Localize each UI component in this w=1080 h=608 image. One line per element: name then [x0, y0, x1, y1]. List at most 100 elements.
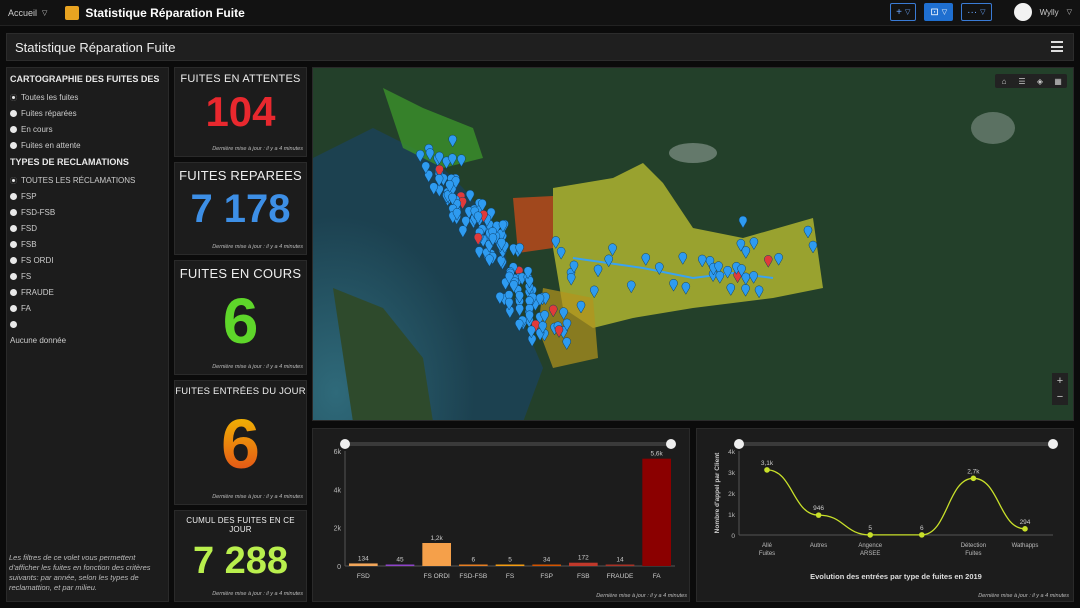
radio-icon[interactable]	[10, 304, 17, 312]
leak-marker[interactable]	[496, 255, 506, 269]
range-slider-handle[interactable]	[1048, 439, 1058, 449]
filter-option[interactable]: FS ORDI	[10, 252, 165, 268]
filter-option[interactable]: FSD	[10, 220, 165, 236]
leak-marker[interactable]	[754, 285, 764, 299]
leak-marker[interactable]	[669, 278, 678, 292]
zoom-in-button[interactable]: +	[1056, 375, 1064, 387]
radio-icon[interactable]	[10, 272, 17, 280]
radio-icon[interactable]	[10, 192, 17, 200]
leak-marker[interactable]	[723, 265, 732, 279]
user-name[interactable]: Wylly	[1039, 7, 1059, 17]
leak-marker[interactable]	[551, 236, 560, 249]
hamburger-menu-icon[interactable]	[1051, 41, 1063, 52]
range-slider-handle[interactable]	[666, 439, 676, 449]
leak-marker[interactable]	[504, 290, 514, 303]
leak-marker[interactable]	[457, 154, 466, 168]
line-point[interactable]	[764, 467, 770, 473]
leak-marker[interactable]	[495, 291, 505, 305]
leak-marker[interactable]	[593, 264, 603, 278]
leak-marker[interactable]	[515, 290, 524, 304]
home-label[interactable]: Accueil	[8, 7, 38, 18]
leak-marker[interactable]	[504, 297, 514, 311]
leak-marker[interactable]	[774, 253, 783, 266]
radio-icon[interactable]	[10, 125, 17, 133]
leak-marker[interactable]	[527, 325, 536, 339]
map-canvas[interactable]	[313, 68, 1074, 421]
leak-marker[interactable]	[540, 310, 549, 323]
layers-icon[interactable]: ◈	[1036, 76, 1044, 86]
filter-option[interactable]: FSB	[10, 236, 165, 252]
leak-marker[interactable]	[429, 182, 438, 196]
leak-marker[interactable]	[415, 149, 425, 163]
leak-marker[interactable]	[435, 151, 444, 165]
leak-marker[interactable]	[715, 271, 725, 284]
leak-marker[interactable]	[559, 307, 568, 321]
leak-marker[interactable]	[738, 215, 748, 229]
leak-marker[interactable]	[538, 321, 547, 334]
leak-marker[interactable]	[488, 227, 497, 240]
leak-marker[interactable]	[741, 246, 751, 259]
leak-marker[interactable]	[576, 300, 586, 314]
home-menu[interactable]: Accueil ▽	[8, 8, 47, 18]
bar[interactable]	[569, 562, 598, 566]
home-icon[interactable]: ⌂	[1001, 76, 1007, 86]
leak-marker[interactable]	[473, 232, 483, 246]
leak-marker[interactable]	[523, 266, 533, 280]
leak-marker[interactable]	[562, 337, 571, 350]
leak-marker[interactable]	[425, 148, 435, 161]
filter-option[interactable]: FRAUDE	[10, 284, 165, 300]
chevron-down-icon[interactable]: ▽	[1066, 9, 1072, 16]
leak-marker[interactable]	[562, 318, 572, 332]
leak-marker[interactable]	[488, 233, 498, 246]
leak-marker[interactable]	[569, 260, 579, 274]
leak-marker[interactable]	[525, 303, 534, 317]
radio-icon[interactable]	[10, 208, 17, 216]
leak-marker[interactable]	[549, 304, 558, 318]
leak-marker[interactable]	[424, 170, 433, 183]
filter-option[interactable]	[10, 316, 165, 332]
line-point[interactable]	[867, 532, 873, 538]
filter-option[interactable]: Fuites en attente	[10, 137, 165, 153]
leak-marker[interactable]	[434, 174, 444, 187]
zoom-out-button[interactable]: −	[1056, 391, 1064, 403]
radio-icon[interactable]	[10, 176, 17, 184]
leak-marker[interactable]	[514, 266, 524, 279]
leak-marker[interactable]	[473, 211, 483, 225]
filter-option[interactable]: Toutes les fuites	[10, 89, 165, 105]
leak-marker[interactable]	[714, 261, 723, 275]
leak-marker[interactable]	[458, 225, 468, 239]
leak-marker[interactable]	[452, 208, 462, 221]
leak-marker[interactable]	[737, 264, 746, 277]
bar[interactable]	[422, 543, 451, 566]
leak-marker[interactable]	[461, 216, 470, 229]
bar[interactable]	[532, 564, 561, 567]
leak-marker[interactable]	[803, 225, 813, 239]
leak-markers[interactable]	[415, 134, 818, 350]
leak-marker[interactable]	[697, 254, 707, 268]
leak-marker[interactable]	[556, 246, 566, 260]
line-point[interactable]	[970, 475, 977, 482]
leak-marker[interactable]	[604, 254, 613, 268]
bar[interactable]	[495, 564, 525, 567]
leak-marker[interactable]	[497, 237, 506, 251]
bar[interactable]	[459, 564, 488, 567]
line-point[interactable]	[919, 532, 925, 538]
leak-marker[interactable]	[678, 252, 688, 265]
leak-marker[interactable]	[445, 180, 454, 193]
leak-marker[interactable]	[808, 240, 818, 254]
leak-marker[interactable]	[509, 280, 518, 293]
leak-marker[interactable]	[655, 262, 664, 276]
leak-marker[interactable]	[478, 199, 487, 212]
leak-marker[interactable]	[485, 254, 494, 268]
more-button[interactable]: ··· ▽	[961, 3, 992, 21]
leak-marker[interactable]	[590, 285, 599, 299]
leak-marker[interactable]	[448, 153, 457, 167]
range-slider-handle[interactable]	[734, 439, 744, 449]
leak-marker[interactable]	[726, 283, 735, 296]
leak-marker[interactable]	[749, 237, 759, 251]
radio-icon[interactable]	[10, 256, 17, 264]
radio-icon[interactable]	[10, 240, 17, 248]
leak-marker[interactable]	[608, 243, 617, 257]
leak-marker[interactable]	[736, 239, 746, 252]
list-icon[interactable]: ☰	[1018, 76, 1026, 86]
